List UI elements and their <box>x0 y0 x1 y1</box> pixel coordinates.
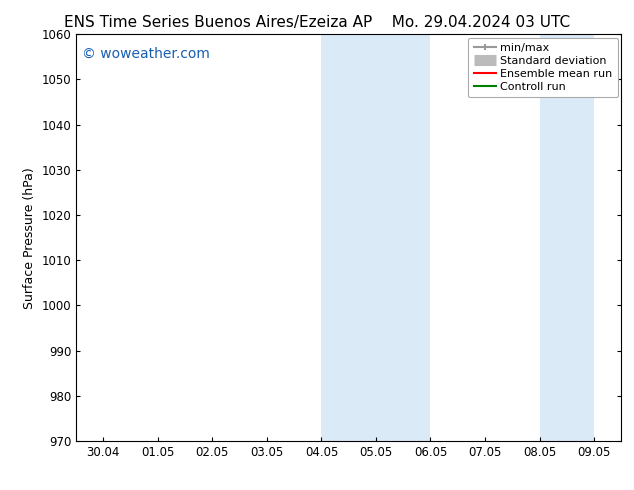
Y-axis label: Surface Pressure (hPa): Surface Pressure (hPa) <box>23 167 36 309</box>
Text: © woweather.com: © woweather.com <box>82 47 209 60</box>
Bar <box>376 34 430 441</box>
Legend: min/max, Standard deviation, Ensemble mean run, Controll run: min/max, Standard deviation, Ensemble me… <box>468 38 618 97</box>
Bar <box>321 34 376 441</box>
Text: ENS Time Series Buenos Aires/Ezeiza AP    Mo. 29.04.2024 03 UTC: ENS Time Series Buenos Aires/Ezeiza AP M… <box>64 15 570 30</box>
Bar <box>540 34 594 441</box>
